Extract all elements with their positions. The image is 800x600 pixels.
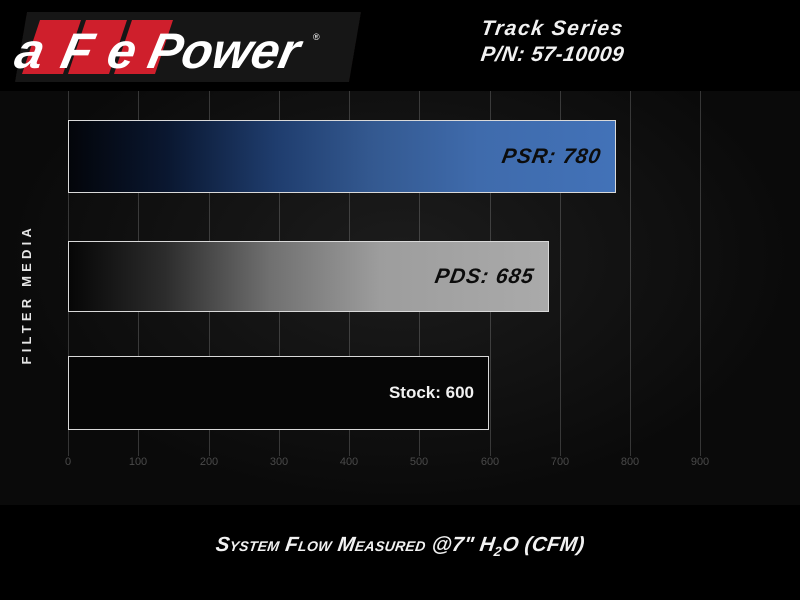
svg-text:®: ® xyxy=(313,32,320,42)
svg-text:Power: Power xyxy=(143,23,307,79)
